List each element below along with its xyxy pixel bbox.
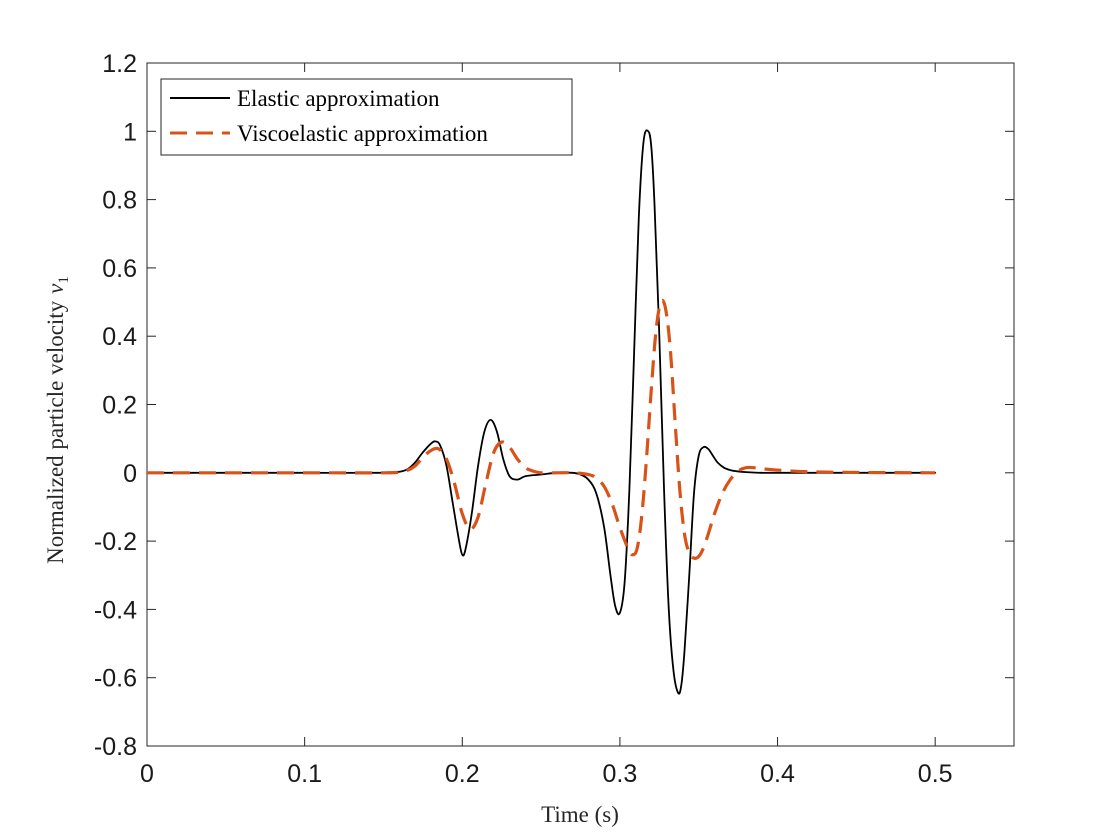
- y-tick-label: -0.8: [94, 733, 137, 761]
- x-axis-label: Time (s): [541, 802, 619, 827]
- y-tick-label: 0.6: [102, 255, 137, 283]
- axis-ticks: [146, 62, 1014, 747]
- y-axis-label-text: Normalized particle velocity: [43, 300, 68, 564]
- series-layer: [147, 129, 937, 695]
- series-line-elastic: [147, 129, 937, 695]
- x-tick-label: 0.1: [287, 760, 322, 788]
- y-tick-label: -0.2: [94, 528, 137, 556]
- legend-box: [160, 78, 573, 156]
- y-tick-label: 0.2: [102, 392, 137, 420]
- x-tick-label: 0.2: [445, 760, 480, 788]
- y-tick-label: 0.4: [102, 323, 137, 351]
- y-axis-label-symbol: v: [43, 283, 68, 294]
- plot-area: [146, 62, 1015, 747]
- y-tick-label: -0.6: [94, 665, 137, 693]
- x-tick-label: 0.4: [760, 760, 795, 788]
- y-axis-label: Normalized particle velocity v1: [43, 276, 72, 564]
- legend-label-elastic: Elastic approximation: [237, 86, 440, 111]
- y-tick-label: 1.2: [102, 50, 137, 78]
- y-tick-label: 0: [123, 460, 137, 488]
- x-tick-label: 0.5: [918, 760, 953, 788]
- y-tick-label: -0.4: [94, 596, 137, 624]
- y-axis-label-subscript: 1: [56, 276, 72, 284]
- y-tick-label: 0.8: [102, 187, 137, 215]
- legend: Elastic approximation Viscoelastic appro…: [160, 78, 573, 156]
- legend-label-viscoelastic: Viscoelastic approximation: [237, 121, 488, 146]
- x-tick-label: 0: [140, 760, 154, 788]
- y-tick-label: 1: [123, 118, 137, 146]
- x-tick-label: 0.3: [603, 760, 638, 788]
- series-line-viscoelastic: [147, 298, 936, 560]
- axis-tick-labels: 0 0.1 0.2 0.3 0.4 0.5 -0.8 -0.6 -0.4 -0.2 0 0.2 0.4 0…: [94, 50, 953, 788]
